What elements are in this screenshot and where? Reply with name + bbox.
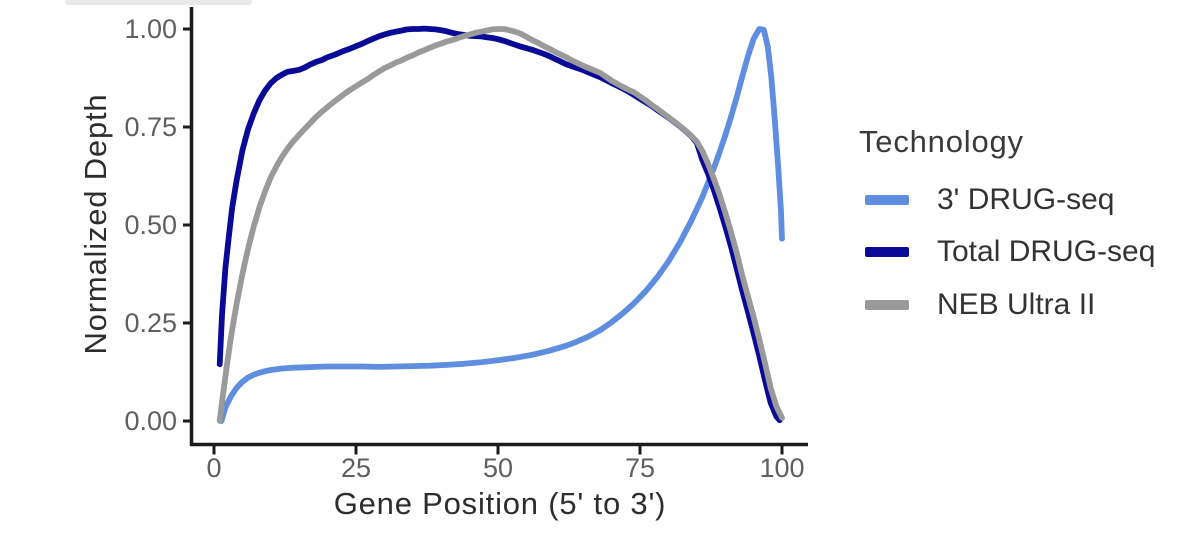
legend-item-3-drug-seq: 3' DRUG-seq bbox=[865, 183, 1114, 217]
x-tick-label-0: 0 bbox=[206, 453, 221, 483]
y-axis-title: Normalized Depth bbox=[78, 93, 113, 355]
y-tick-label-0.75: 0.75 bbox=[124, 112, 177, 142]
legend-label-total-drug-seq: Total DRUG-seq bbox=[937, 235, 1156, 268]
legend-item-total-drug-seq: Total DRUG-seq bbox=[865, 235, 1155, 269]
legend-swatch-3-drug-seq bbox=[865, 195, 909, 205]
legend-item-neb-ultra-ii: NEB Ultra II bbox=[865, 288, 1095, 322]
y-tick-label-0.00: 0.00 bbox=[124, 406, 177, 436]
x-tick-label-50: 50 bbox=[483, 453, 513, 483]
legend-label-3-drug-seq: 3' DRUG-seq bbox=[937, 183, 1115, 216]
legend: Technology 3' DRUG-seq Total DRUG-seq NE… bbox=[855, 0, 1200, 400]
x-tick-label-25: 25 bbox=[341, 453, 371, 483]
y-tick-label-0.50: 0.50 bbox=[124, 210, 177, 240]
legend-swatch-total-drug-seq bbox=[865, 247, 909, 257]
curve-3-drug-seq bbox=[218, 26, 785, 424]
legend-swatch-neb-ultra-ii bbox=[865, 300, 909, 310]
x-axis-title: Gene Position (5' to 3') bbox=[333, 486, 667, 521]
x-tick-label-75: 75 bbox=[625, 453, 655, 483]
plot-area: 0 25 50 75 100 0.00 0.25 0.50 0.75 1.00 bbox=[124, 7, 808, 483]
legend-title: Technology bbox=[859, 124, 1024, 159]
legend-label-neb-ultra-ii: NEB Ultra II bbox=[937, 288, 1096, 321]
y-tick-label-0.25: 0.25 bbox=[124, 308, 177, 338]
cropped-ui-fragment bbox=[65, 0, 252, 5]
y-tick-label-1.00: 1.00 bbox=[124, 14, 177, 44]
curve-neb-ultra-ii bbox=[216, 26, 785, 424]
x-tick-label-100: 100 bbox=[759, 453, 804, 483]
